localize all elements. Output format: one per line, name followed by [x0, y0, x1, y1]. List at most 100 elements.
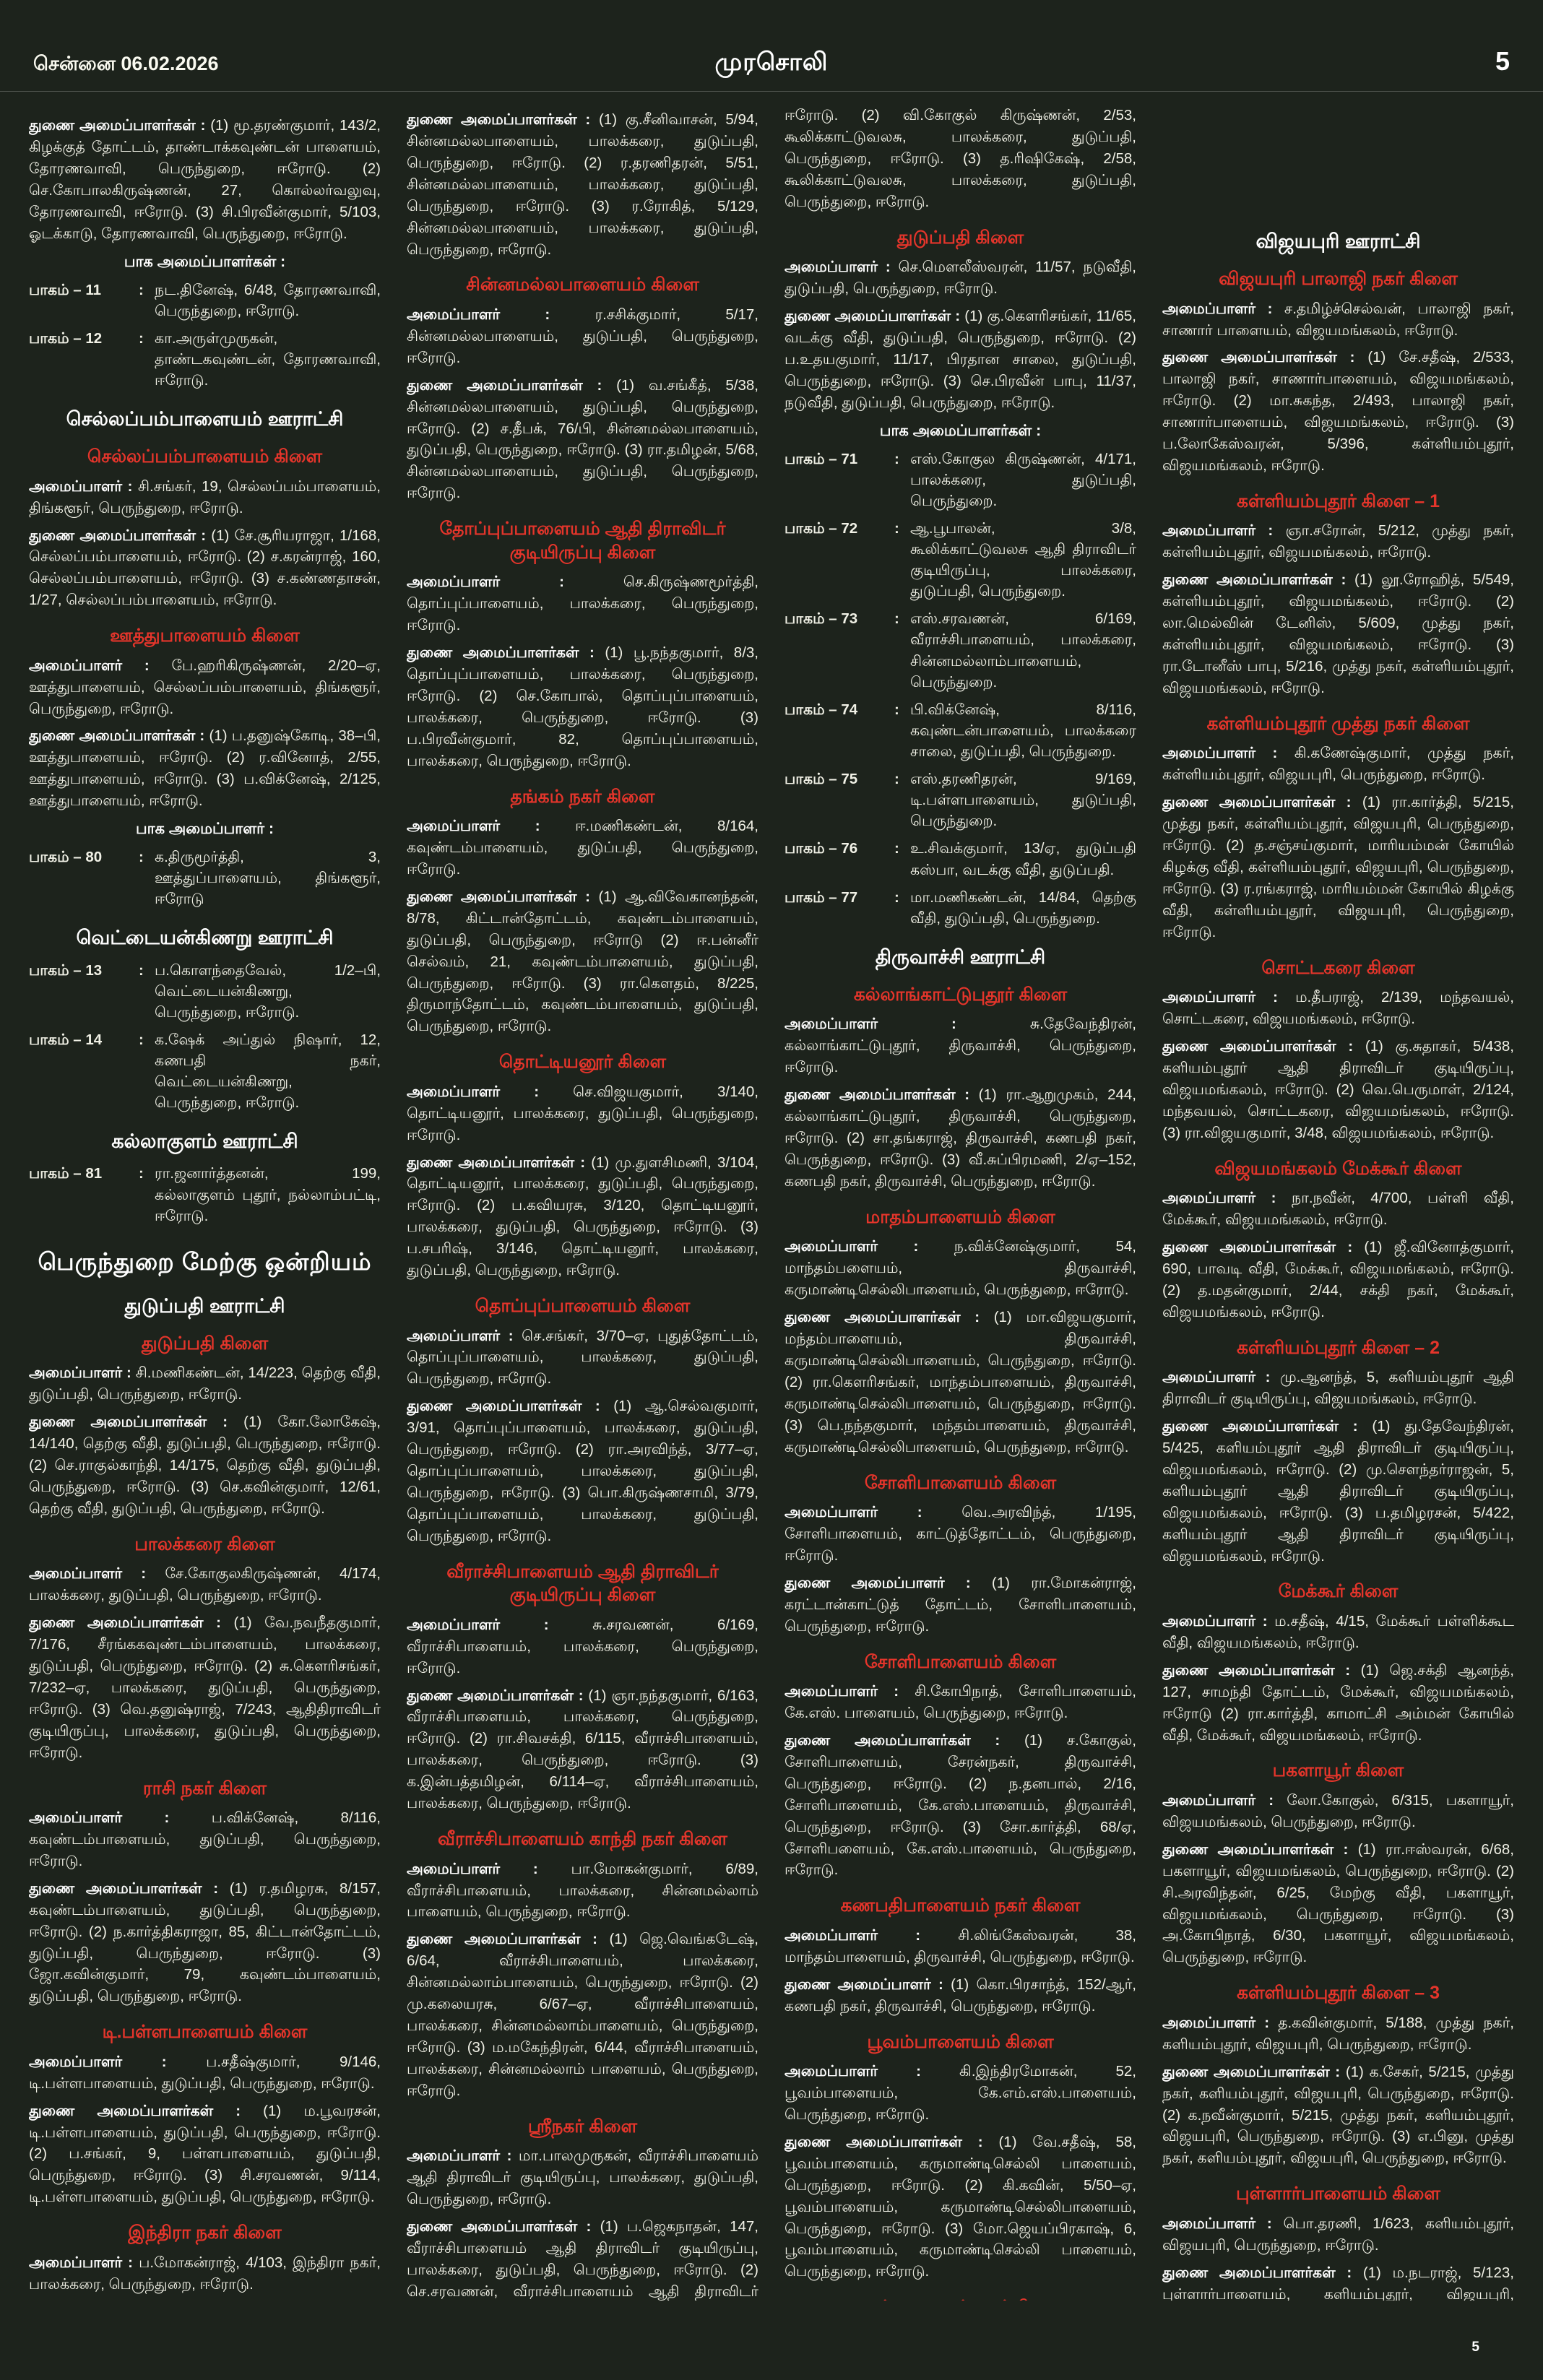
entry-paragraph: அமைப்பாளர் : ந.விக்னேஷ்குமார், 54, மாந்த…: [785, 1238, 1136, 1299]
entry-lead: அமைப்பாளர் :: [1162, 1791, 1287, 1809]
entry-lead: அமைப்பாளர் :: [785, 1016, 1030, 1033]
entry-lead: துணை அமைப்பாளர்கள் :: [785, 1086, 979, 1104]
column-2: துணை அமைப்பாளர்கள் : (1) கு.சீனிவாசன், 5…: [407, 105, 758, 2301]
entry-lead: அமைப்பாளர் :: [29, 2254, 139, 2271]
branch-heading: தங்கம் நகர் கிளை: [510, 786, 655, 807]
branch-heading: கணபதிபாளையம் நகர் கிளை: [840, 1895, 1081, 1916]
part-separator: :: [894, 771, 899, 788]
part-label: பாகம் – 74: [785, 701, 858, 718]
branch-heading: கள்ளியம்புதூர் கிளை – 3: [1236, 1983, 1440, 2004]
entry-paragraph: ஈரோடு. (2) வி.கோகுல் கிருஷ்ணன், 2/53, கூ…: [785, 107, 1136, 210]
part-text: நட.தினேஷ், 6/48, தோரணவாவி, பெருந்துறை, ஈ…: [155, 281, 381, 319]
branch-heading: சோளிபாளையம் கிளை: [864, 1651, 1057, 1672]
entry-paragraph: அமைப்பாளர் : சு.தேவேந்திரன், கல்லாங்காட்…: [785, 1016, 1136, 1076]
entry-paragraph: அமைப்பாளர் : சி.சங்கர், 19, செல்லப்பம்பா…: [29, 477, 381, 516]
entry-paragraph: அமைப்பாளர் : ர.சசிக்குமார், 5/17, சின்னம…: [407, 306, 758, 366]
page-number: 5: [1495, 46, 1510, 76]
entry-paragraph: துணை அமைப்பாளர் : (1) கொ.பிரசாந்த், 152/…: [785, 1976, 1136, 2015]
part-label: பாகம் – 11: [29, 281, 102, 298]
part-separator: :: [139, 961, 144, 979]
entry-lead: அமைப்பாளர் :: [29, 477, 138, 495]
part-label: பாகம் – 75: [785, 771, 858, 788]
part-row: பாகம் – 77: மா.மணிகண்டன், 14/84, தெற்கு வ…: [785, 887, 1136, 929]
entry-lead: துணை அமைப்பாளர்கள் :: [1162, 571, 1355, 589]
entry-paragraph: துணை அமைப்பாளர்கள் : (1) மு.துளசிமணி, 3/…: [407, 1154, 758, 1279]
entry-paragraph: அமைப்பாளர் : சு.சரவணன், 6/169, வீராச்சிப…: [407, 1616, 758, 1676]
entry-lead: துணை அமைப்பாளர்கள் :: [29, 1414, 244, 1431]
branch-heading: மேக்கூர் கிளை: [1278, 1581, 1399, 1602]
entry-paragraph: அமைப்பாளர் : பொ.தரணி, 1/623, களியம்புதூர…: [1162, 2215, 1514, 2254]
entry-lead: அமைப்பாளர் :: [1162, 2215, 1284, 2232]
entry-lead: துணை அமைப்பாளர்கள் :: [785, 2133, 999, 2150]
entry-paragraph: துணை அமைப்பாளர்கள் : (1) ர.தமிழரசு, 8/15…: [29, 1879, 381, 2005]
part-separator: :: [894, 519, 899, 537]
part-organizers-label: பாக அமைப்பாளர் :: [136, 821, 274, 838]
entry-paragraph: துணை அமைப்பாளர்கள் : (1) வ.சங்கீத், 5/38…: [407, 376, 758, 502]
part-row: பாகம் – 12: கா.அருள்முருகன், தாண்டகவுண்டன…: [29, 328, 381, 391]
branch-heading: விஜயமங்கலம் மேக்கூர் கிளை: [1214, 1158, 1462, 1179]
branch-heading: வீராச்சிபாளையம் காந்தி நகர் கிளை: [438, 1829, 727, 1850]
entry-paragraph: துணை அமைப்பாளர்கள் : (1) ஜெ.சக்தி ஆனந்த்…: [1162, 1661, 1514, 1744]
entry-paragraph: துணை அமைப்பாளர்கள் : (1) கு.சீனிவாசன், 5…: [407, 111, 758, 258]
entry-paragraph: அமைப்பாளர் : கி.இந்திரமோகன், 52, பூவம்பா…: [785, 2063, 1136, 2123]
entry-lead: அமைப்பாளர் :: [29, 657, 172, 674]
entry-lead: துணை அமைப்பாளர்கள் :: [407, 1398, 614, 1415]
part-text: ரா.ஜனார்த்தனன், 199, கல்லாகுளம் புதூர், …: [155, 1165, 381, 1224]
entry-lead: துணை அமைப்பாளர்கள் :: [407, 2217, 600, 2235]
part-row: பாகம் – 71: எஸ்.கோகுல கிருஷ்ணன், 4/171, ப…: [785, 449, 1136, 511]
entry-lead: துணை அமைப்பாளர்கள் :: [407, 1931, 610, 1948]
entry-paragraph: அமைப்பாளர் : சி.லிங்கேஸ்வரன், 38, மாந்தம…: [785, 1926, 1136, 1965]
entry-lead: துணை அமைப்பாளர்கள் :: [407, 644, 605, 662]
entry-paragraph: துணை அமைப்பாளர்கள் : (1) சே.சூரியராஜா, 1…: [29, 527, 381, 609]
part-label: பாகம் – 73: [785, 610, 858, 628]
branch-heading: இந்திரா நகர் கிளை: [128, 2223, 282, 2243]
entry-lead: அமைப்பாளர் :: [1162, 1612, 1275, 1630]
part-separator: :: [139, 849, 144, 866]
part-separator: :: [139, 1031, 144, 1048]
masthead-title: முரசொலி: [714, 48, 829, 76]
entry-lead: அமைப்பாளர் :: [407, 2147, 519, 2165]
part-label: பாகம் – 13: [29, 961, 103, 979]
entry-paragraph: அமைப்பாளர் : மு.ஆனந்த், 5, களியம்புதூர் …: [1162, 1369, 1514, 1408]
branch-heading: கள்ளியம்புதூர் கிளை – 1: [1236, 490, 1440, 511]
entry-paragraph: அமைப்பாளர் : சி.கோபிநாத், சோளிபாளையம், க…: [785, 1683, 1136, 1721]
part-text: மா.மணிகண்டன், 14/84, தெற்கு வீதி, துடுப்…: [910, 888, 1136, 927]
part-row: பாகம் – 73: எஸ்.சரவணன், 6/169, வீராச்சிபா…: [785, 608, 1136, 692]
entry-paragraph: அமைப்பாளர் : வெ.அரவிந்த், 1/195, சோளிபாள…: [785, 1504, 1136, 1564]
entry-lead: துணை அமைப்பாளர்கள் :: [1162, 1037, 1365, 1055]
panchayat-heading: துடுப்பதி ஊராட்சி: [124, 1294, 285, 1317]
entry-paragraph: துணை அமைப்பாளர்கள் : (1) சே.சதீஷ், 2/533…: [1162, 349, 1514, 475]
entry-lead: அமைப்பாளர் :: [1162, 1190, 1292, 1207]
part-row: பாகம் – 80: க.திருமூர்த்தி, 3, ஊத்துப்பாள…: [29, 847, 381, 909]
entry-lead: அமைப்பாளர் :: [29, 1565, 165, 1583]
entry-lead: அமைப்பாளர் :: [29, 1364, 136, 1382]
entry-lead: அமைப்பாளர் :: [1162, 1369, 1280, 1386]
branch-heading: ராசி நகர் கிளை: [142, 1778, 267, 1799]
entry-paragraph: அமைப்பாளர் : ப.விக்னேஷ், 8/116, கவுண்டம்…: [29, 1809, 381, 1869]
entry-paragraph: துணை அமைப்பாளர்கள் : (1) ம.பூவரசன், டி.ப…: [29, 2102, 381, 2206]
panchayat-heading: விஜயபுரி ஊராட்சி: [1255, 230, 1421, 252]
branch-heading: வீராச்சிபாளையம் ஆதி திராவிடர் குடியிருப்…: [446, 1561, 719, 1606]
part-text: பி.விக்னேஷ், 8/116, கவுண்டன்பாளையம், பால…: [910, 701, 1136, 760]
part-text: ஆ.பூபாலன், 3/8, கூலிக்காட்டுவலசு ஆதி திர…: [910, 519, 1136, 600]
entry-paragraph: அமைப்பாளர் : மா.பாலமுருகன், வீராச்சிபாளை…: [407, 2147, 758, 2208]
entry-lead: அமைப்பாளர் :: [785, 2063, 960, 2080]
entry-lead: அமைப்பாளர் :: [785, 1683, 915, 1700]
entry-paragraph: துணை அமைப்பாளர்கள் : (1) மா.விஜயகுமார், …: [785, 1309, 1136, 1455]
entry-paragraph: அமைப்பாளர் : த.கவின்குமார், 5/188, முத்த…: [1162, 2014, 1514, 2053]
entry-lead: துணை அமைப்பாளர்கள் :: [785, 1309, 994, 1326]
part-label: பாகம் – 81: [29, 1165, 103, 1182]
entry-lead: துணை அமைப்பாளர்கள் :: [407, 111, 599, 128]
entry-lead: துணை அமைப்பாளர்கள் :: [1162, 2264, 1363, 2281]
entry-lead: அமைப்பாளர் :: [29, 1809, 212, 1826]
columns-container: துணை அமைப்பாளர்கள் : (1) மூ.தரண்குமார், …: [0, 92, 1543, 2301]
entry-lead: அமைப்பாளர் :: [29, 2053, 207, 2070]
entry-lead: அமைப்பாளர் :: [1162, 522, 1286, 540]
entry-lead: துணை அமைப்பாளர்கள் :: [1162, 349, 1368, 366]
branch-heading: கள்ளியம்புதூர் கிளை – 2: [1236, 1337, 1440, 1358]
branch-heading: ஸ்ரீநகர் கிளை: [527, 2116, 638, 2137]
branch-heading: தொப்புப்பாளையம் கிளை: [475, 1296, 691, 1317]
branch-heading: பகளாயூர் கிளை: [1272, 1760, 1404, 1781]
part-row: பாகம் – 76: உ.சிவக்குமார், 13/ஏ, துடுப்பத…: [785, 838, 1136, 880]
